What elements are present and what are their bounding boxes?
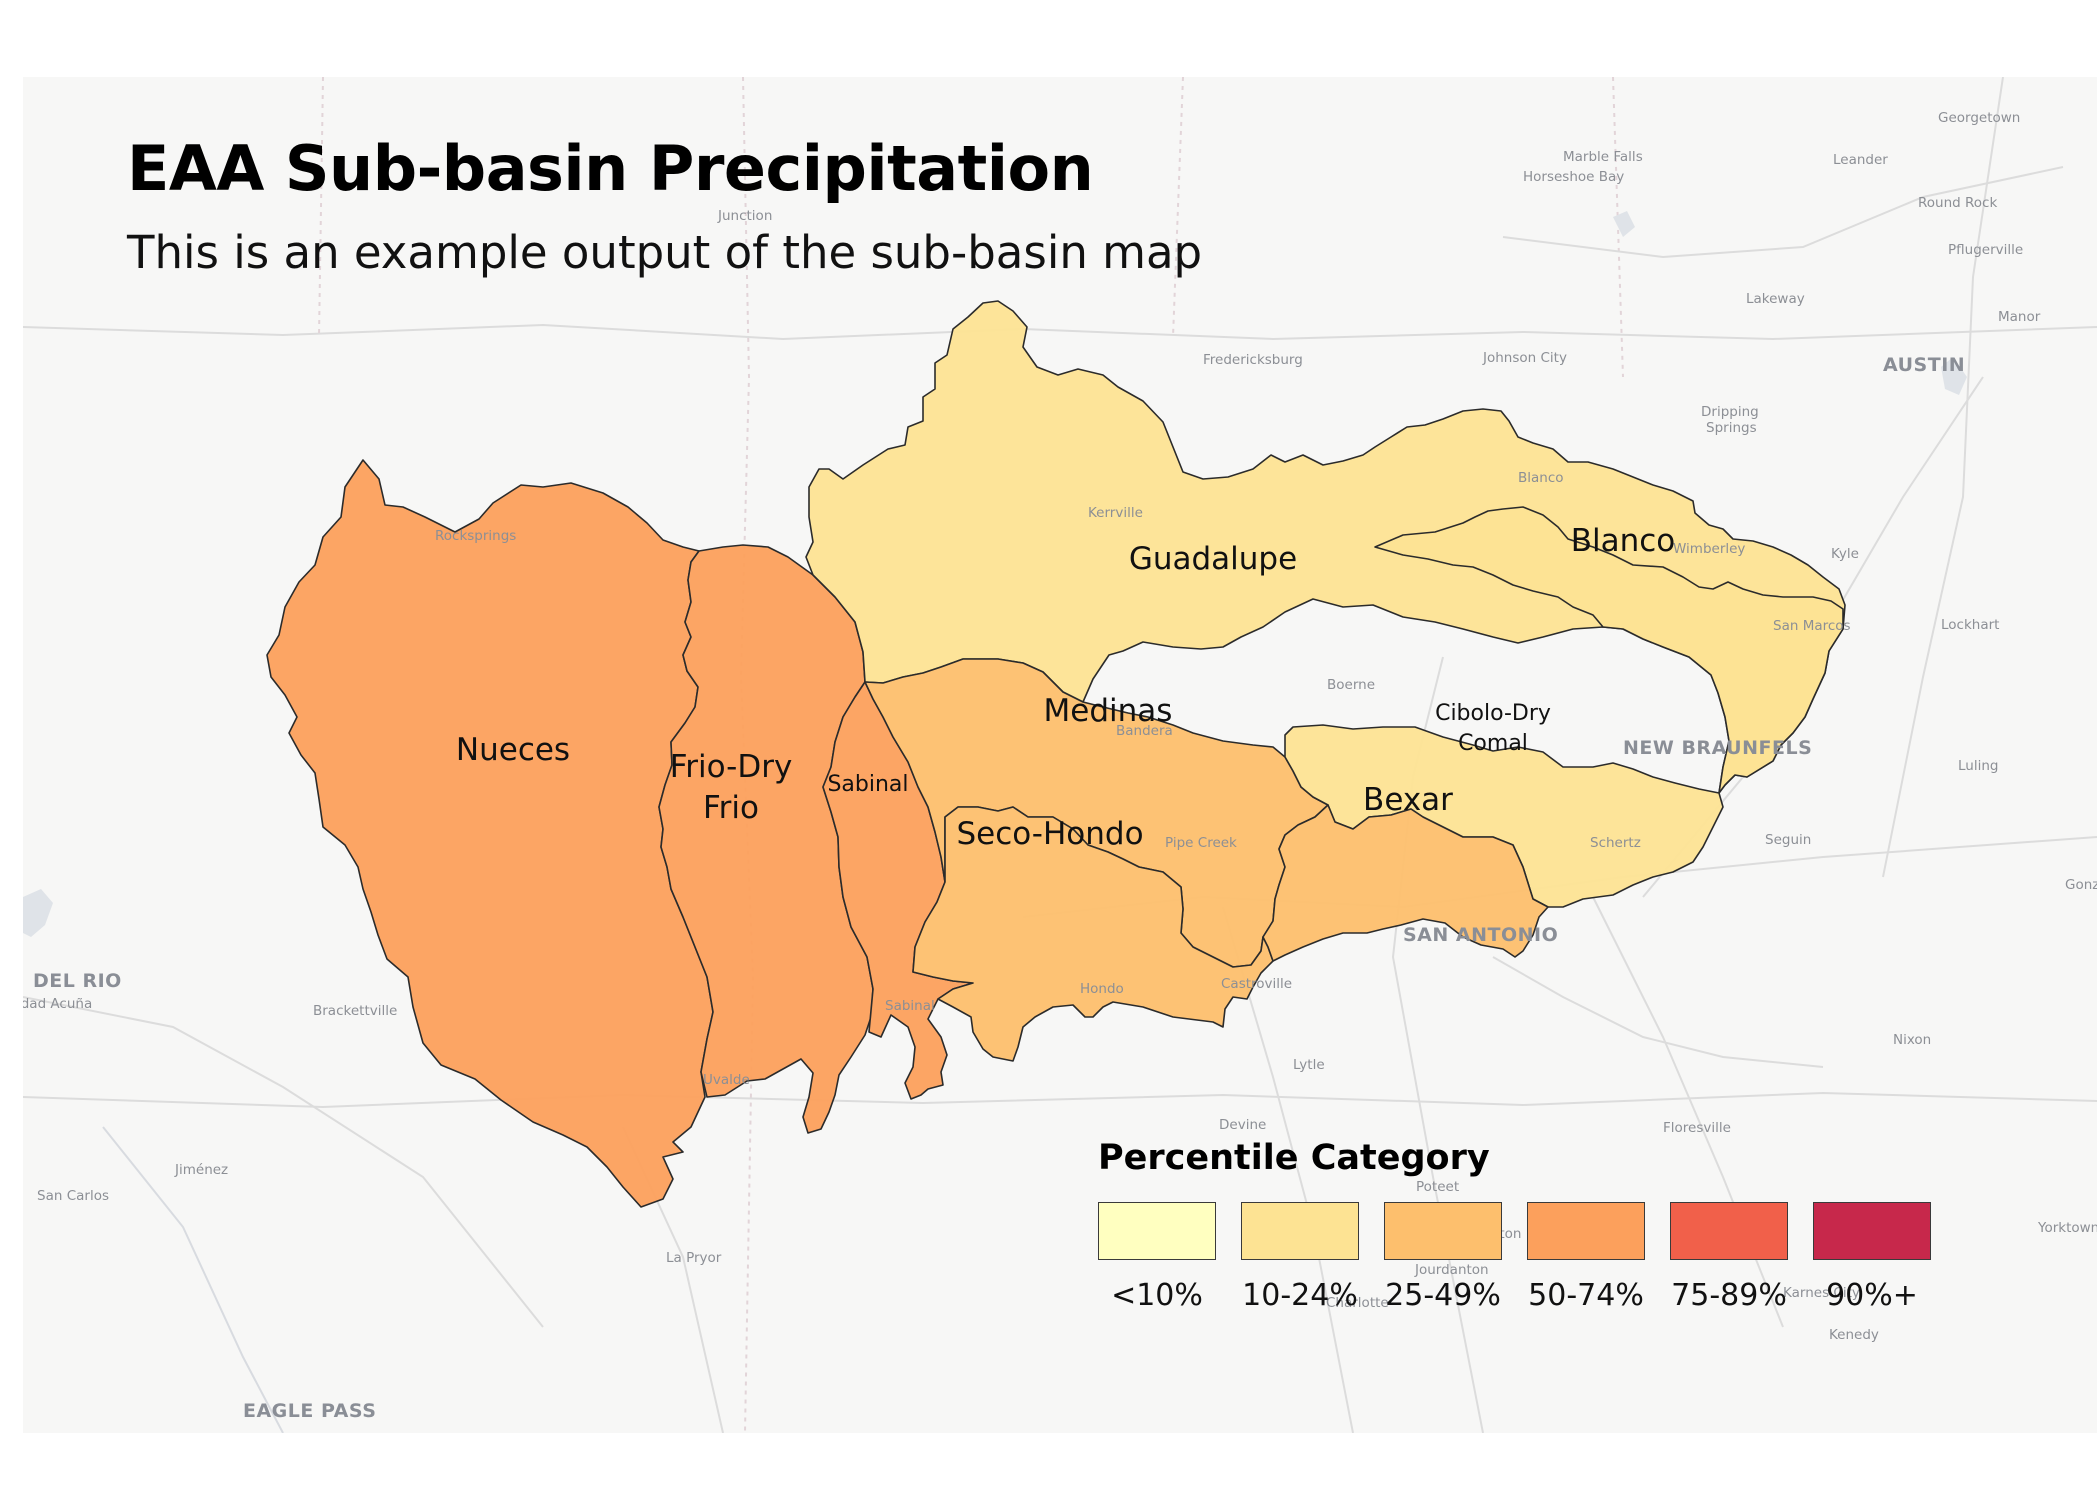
legend-label-50-74: 50-74%: [1528, 1278, 1644, 1313]
label-sabinal: Sabinal: [827, 772, 908, 797]
place-johnson-city: Johnson City: [1482, 350, 1567, 366]
place-boerne: Boerne: [1327, 677, 1375, 693]
place-pipe-creek: Pipe Creek: [1165, 835, 1237, 851]
place-austin: AUSTIN: [1883, 354, 1965, 376]
place-san-carlos: San Carlos: [37, 1188, 109, 1204]
label-blanco: Blanco: [1571, 523, 1676, 559]
place-dripping-springs-2: Springs: [1706, 420, 1757, 436]
place-floresville: Floresville: [1663, 1120, 1731, 1136]
place-wimberley: Wimberley: [1673, 541, 1745, 557]
place-yorktown: Yorktown: [2037, 1220, 2097, 1236]
place-new-braunfels: NEW BRAUNFELS: [1623, 737, 1812, 759]
place-manor: Manor: [1998, 309, 2041, 325]
place-san-marcos: San Marcos: [1773, 618, 1851, 634]
legend-item-25-49: 25-49%: [1384, 1202, 1502, 1313]
place-jourdanton: Jourdanton: [1414, 1262, 1489, 1278]
legend-swatch-90plus: [1813, 1202, 1931, 1260]
label-frio-line1: Frio-Dry: [670, 749, 793, 785]
label-frio-line2: Frio: [703, 790, 759, 826]
legend-label-90plus: 90%+: [1826, 1278, 1918, 1313]
place-ciudad-acuna: Ciudad Acuña: [23, 996, 92, 1012]
place-lytle: Lytle: [1293, 1057, 1325, 1073]
legend-item-90plus: 90%+: [1813, 1202, 1931, 1313]
place-labels: Georgetown Marble Falls Leander Horsesho…: [23, 110, 2097, 1422]
legend-swatch-25-49: [1384, 1202, 1502, 1260]
place-kenedy: Kenedy: [1829, 1327, 1879, 1343]
place-san-antonio: SAN ANTONIO: [1403, 924, 1558, 946]
percentile-legend: Percentile Category <10% 10-24% 25-49% 5…: [1098, 1138, 1938, 1318]
place-kyle: Kyle: [1831, 546, 1859, 562]
place-bandera: Bandera: [1116, 723, 1173, 739]
place-karnes-city: Karnes City: [1783, 1285, 1860, 1301]
place-kerrville: Kerrville: [1088, 505, 1143, 521]
legend-label-lt10: <10%: [1111, 1278, 1203, 1313]
label-guadalupe: Guadalupe: [1129, 541, 1297, 577]
label-bexar: Bexar: [1363, 782, 1453, 818]
basemap[interactable]: Georgetown Marble Falls Leander Horsesho…: [23, 77, 2097, 1433]
label-cibolo-line2: Comal: [1458, 731, 1528, 756]
place-charlotte: Charlotte: [1326, 1295, 1389, 1311]
basin-labels: Nueces Frio-Dry Frio Sabinal Guadalupe B…: [456, 523, 1675, 852]
legend-swatch-50-74: [1527, 1202, 1645, 1260]
place-seguin: Seguin: [1765, 832, 1811, 848]
place-dripping-springs: Dripping: [1701, 404, 1759, 420]
place-devine: Devine: [1219, 1117, 1266, 1133]
place-round-rock: Round Rock: [1918, 195, 1997, 211]
legend-swatch-lt10: [1098, 1202, 1216, 1260]
label-nueces: Nueces: [456, 732, 570, 768]
legend-label-75-89: 75-89%: [1671, 1278, 1787, 1313]
place-gonzales: Gonzales: [2065, 877, 2097, 893]
legend-item-10-24: 10-24%: [1241, 1202, 1359, 1313]
map-subtitle: This is an example output of the sub-bas…: [127, 226, 1203, 279]
place-uvalde: Uvalde: [703, 1072, 750, 1088]
label-medinas: Medinas: [1044, 693, 1173, 729]
place-pflugerville: Pflugerville: [1948, 242, 2023, 258]
place-castroville: Castroville: [1221, 976, 1292, 992]
basin-nueces[interactable]: [266, 459, 714, 1208]
basin-bexar[interactable]: [1262, 804, 1549, 962]
label-seco: Seco-Hondo: [956, 816, 1143, 852]
basemap-water: [23, 211, 1967, 937]
label-cibolo-line1: Cibolo-Dry: [1435, 701, 1551, 726]
place-hondo: Hondo: [1080, 981, 1124, 997]
basin-guadalupe[interactable]: [805, 300, 1846, 794]
place-jimenez: Jiménez: [174, 1162, 228, 1178]
place-lakeway: Lakeway: [1746, 291, 1805, 307]
basin-blanco[interactable]: [1374, 506, 1844, 794]
place-la-pryor: La Pryor: [666, 1250, 722, 1266]
place-brackettville: Brackettville: [313, 1003, 397, 1019]
legend-item-lt10: <10%: [1098, 1202, 1216, 1313]
place-marble-falls: Marble Falls: [1563, 149, 1643, 165]
map-title: EAA Sub-basin Precipitation: [127, 132, 1094, 205]
basin-seco[interactable]: [912, 806, 1274, 1062]
place-georgetown: Georgetown: [1938, 110, 2020, 126]
place-blanco: Blanco: [1518, 470, 1564, 486]
legend-label-25-49: 25-49%: [1385, 1278, 1501, 1313]
place-leander: Leander: [1833, 152, 1888, 168]
legend-item-50-74: 50-74%: [1527, 1202, 1645, 1313]
place-nixon: Nixon: [1893, 1032, 1931, 1048]
place-luling: Luling: [1958, 758, 1998, 774]
place-junction: Junction: [717, 208, 772, 224]
map-canvas: Georgetown Marble Falls Leander Horsesho…: [23, 77, 2097, 1433]
place-poteet: Poteet: [1416, 1179, 1459, 1195]
place-eagle-pass: EAGLE PASS: [243, 1400, 376, 1422]
legend-label-10-24: 10-24%: [1242, 1278, 1358, 1313]
place-rocksprings: Rocksprings: [435, 528, 516, 544]
place-horseshoe-bay: Horseshoe Bay: [1523, 169, 1624, 185]
place-schertz: Schertz: [1590, 835, 1641, 851]
place-sabinal: Sabinal: [885, 998, 935, 1014]
legend-item-75-89: 75-89%: [1670, 1202, 1788, 1313]
place-fredericksburg: Fredericksburg: [1203, 352, 1303, 368]
place-lockhart: Lockhart: [1941, 617, 1999, 633]
sub-basin-layer: [266, 300, 1846, 1208]
place-del-rio: DEL RIO: [33, 970, 122, 992]
legend-title: Percentile Category: [1098, 1138, 1490, 1178]
legend-swatch-75-89: [1670, 1202, 1788, 1260]
legend-swatch-10-24: [1241, 1202, 1359, 1260]
